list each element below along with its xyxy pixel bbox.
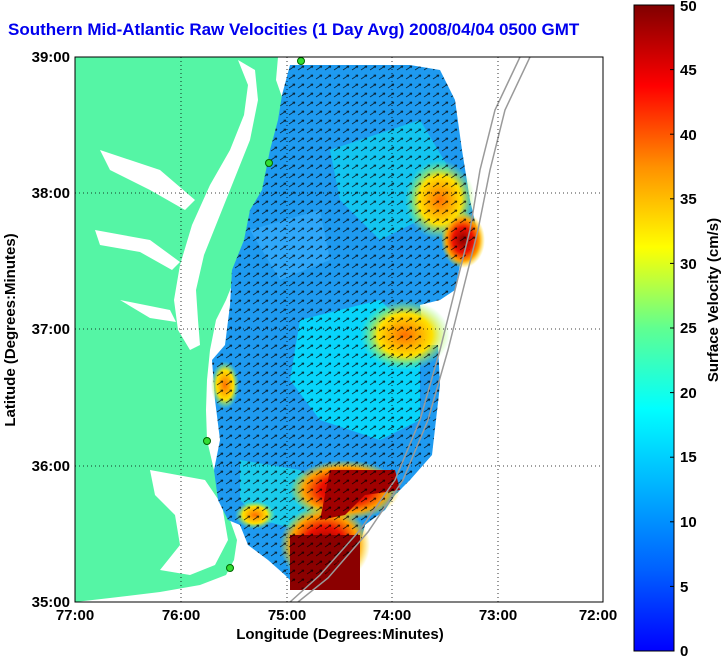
y-axis-label: Latitude (Degrees:Minutes) [2,233,19,426]
colorbar-tick-label: 15 [680,449,697,466]
colorbar-tick-label: 35 [680,191,697,208]
y-tick-label: 39:00 [32,49,70,66]
map-title: Southern Mid-Atlantic Raw Velocities (1 … [8,20,580,39]
colorbar-tick-label: 20 [680,385,697,402]
plot-frame [74,56,604,603]
radar-stations [203,57,305,572]
chesapeake-bay [174,60,258,350]
x-tick-label: 74:00 [373,607,411,624]
x-axis-label: Longitude (Degrees:Minutes) [236,626,444,643]
map-grid [75,57,603,602]
colorbar [633,4,675,652]
colorbar-tick-label: 40 [680,127,697,144]
x-tick-label: 76:00 [162,607,200,624]
x-tick-label: 77:00 [56,607,94,624]
y-tick-label: 37:00 [32,321,70,338]
y-tick-label: 36:00 [32,458,70,475]
colorbar-tick-label: 5 [680,579,688,596]
colorbar-tick-label: 30 [680,256,697,273]
colorbar-tick-label: 25 [680,320,697,337]
x-tick-label: 75:00 [268,607,306,624]
x-tick-label: 73:00 [479,607,517,624]
colorbar-tick-label: 0 [680,643,688,659]
colorbar-tick-label: 45 [680,62,697,79]
y-tick-label: 35:00 [32,594,70,611]
colorbar-tick-label: 10 [680,514,697,531]
colorbar-label: Surface Velocity (cm/s) [705,218,722,382]
x-tick-label: 72:00 [579,607,617,624]
y-tick-label: 38:00 [32,185,70,202]
colorbar-tick-label: 50 [680,0,697,15]
bathymetry-contour [289,57,521,602]
